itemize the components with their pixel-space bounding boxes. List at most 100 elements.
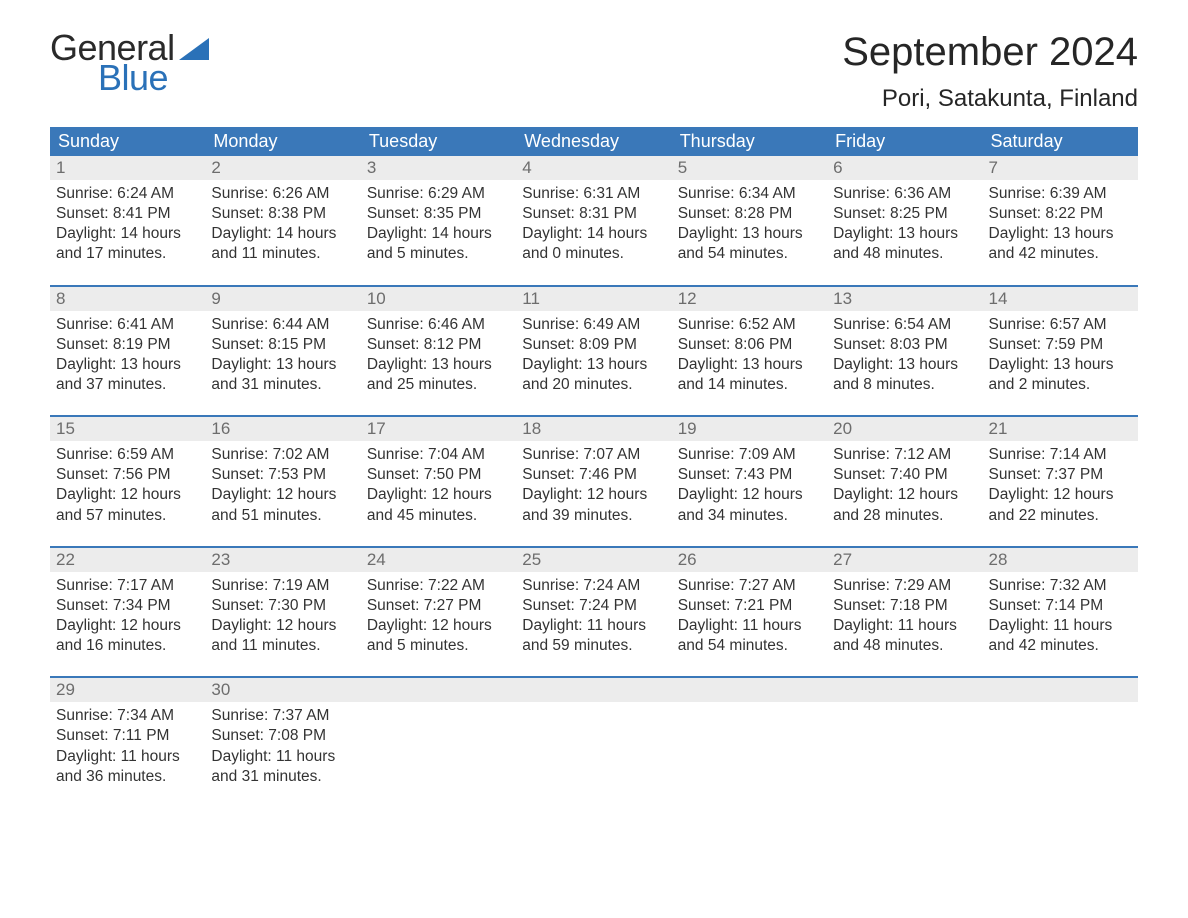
- sunset-line: Sunset: 7:50 PM: [367, 465, 510, 485]
- day-number: 5: [672, 156, 827, 180]
- daylight-line-1: Daylight: 13 hours: [211, 355, 354, 375]
- daylight-line-2: and 34 minutes.: [678, 506, 821, 526]
- sunset-line: Sunset: 7:30 PM: [211, 596, 354, 616]
- calendar-cell: 4Sunrise: 6:31 AMSunset: 8:31 PMDaylight…: [516, 156, 671, 286]
- day-content: Sunrise: 7:12 AMSunset: 7:40 PMDaylight:…: [827, 441, 982, 546]
- day-content: Sunrise: 7:34 AMSunset: 7:11 PMDaylight:…: [50, 702, 205, 807]
- day-number: 30: [205, 678, 360, 702]
- sunrise-line: Sunrise: 7:04 AM: [367, 445, 510, 465]
- sunset-line: Sunset: 8:28 PM: [678, 204, 821, 224]
- sunset-line: Sunset: 8:12 PM: [367, 335, 510, 355]
- daylight-line-2: and 51 minutes.: [211, 506, 354, 526]
- empty-day-number: [361, 678, 516, 702]
- sunrise-line: Sunrise: 6:24 AM: [56, 184, 199, 204]
- calendar-cell: 3Sunrise: 6:29 AMSunset: 8:35 PMDaylight…: [361, 156, 516, 286]
- day-number: 26: [672, 548, 827, 572]
- sunrise-line: Sunrise: 7:12 AM: [833, 445, 976, 465]
- calendar-head: SundayMondayTuesdayWednesdayThursdayFrid…: [50, 127, 1138, 156]
- sunrise-line: Sunrise: 6:49 AM: [522, 315, 665, 335]
- weekday-header: Saturday: [983, 127, 1138, 156]
- sunset-line: Sunset: 7:27 PM: [367, 596, 510, 616]
- daylight-line-1: Daylight: 13 hours: [367, 355, 510, 375]
- sunset-line: Sunset: 7:59 PM: [989, 335, 1132, 355]
- calendar-cell: 6Sunrise: 6:36 AMSunset: 8:25 PMDaylight…: [827, 156, 982, 286]
- sunset-line: Sunset: 8:38 PM: [211, 204, 354, 224]
- brand-flag-icon: [179, 38, 209, 60]
- day-content: Sunrise: 7:09 AMSunset: 7:43 PMDaylight:…: [672, 441, 827, 546]
- day-number: 7: [983, 156, 1138, 180]
- calendar-cell: 17Sunrise: 7:04 AMSunset: 7:50 PMDayligh…: [361, 416, 516, 547]
- calendar-cell: 7Sunrise: 6:39 AMSunset: 8:22 PMDaylight…: [983, 156, 1138, 286]
- sunrise-line: Sunrise: 7:32 AM: [989, 576, 1132, 596]
- brand-logo: General Blue: [50, 30, 209, 96]
- day-number: 18: [516, 417, 671, 441]
- sunrise-line: Sunrise: 6:54 AM: [833, 315, 976, 335]
- day-content: Sunrise: 6:44 AMSunset: 8:15 PMDaylight:…: [205, 311, 360, 416]
- day-content: Sunrise: 7:37 AMSunset: 7:08 PMDaylight:…: [205, 702, 360, 807]
- day-content: Sunrise: 7:17 AMSunset: 7:34 PMDaylight:…: [50, 572, 205, 677]
- sunset-line: Sunset: 7:53 PM: [211, 465, 354, 485]
- daylight-line-2: and 2 minutes.: [989, 375, 1132, 395]
- sunrise-line: Sunrise: 7:02 AM: [211, 445, 354, 465]
- daylight-line-1: Daylight: 13 hours: [989, 224, 1132, 244]
- calendar-cell: [672, 677, 827, 807]
- day-content: Sunrise: 6:31 AMSunset: 8:31 PMDaylight:…: [516, 180, 671, 285]
- day-number: 12: [672, 287, 827, 311]
- daylight-line-1: Daylight: 12 hours: [367, 616, 510, 636]
- calendar-cell: 26Sunrise: 7:27 AMSunset: 7:21 PMDayligh…: [672, 547, 827, 678]
- sunset-line: Sunset: 8:06 PM: [678, 335, 821, 355]
- sunrise-line: Sunrise: 7:24 AM: [522, 576, 665, 596]
- calendar-cell: 5Sunrise: 6:34 AMSunset: 8:28 PMDaylight…: [672, 156, 827, 286]
- sunrise-line: Sunrise: 6:57 AM: [989, 315, 1132, 335]
- day-content: Sunrise: 6:57 AMSunset: 7:59 PMDaylight:…: [983, 311, 1138, 416]
- sunset-line: Sunset: 7:46 PM: [522, 465, 665, 485]
- daylight-line-2: and 17 minutes.: [56, 244, 199, 264]
- sunset-line: Sunset: 8:22 PM: [989, 204, 1132, 224]
- calendar-cell: 10Sunrise: 6:46 AMSunset: 8:12 PMDayligh…: [361, 286, 516, 417]
- daylight-line-2: and 54 minutes.: [678, 636, 821, 656]
- day-content: Sunrise: 7:29 AMSunset: 7:18 PMDaylight:…: [827, 572, 982, 677]
- day-content: Sunrise: 6:46 AMSunset: 8:12 PMDaylight:…: [361, 311, 516, 416]
- sunrise-line: Sunrise: 6:31 AM: [522, 184, 665, 204]
- day-number: 2: [205, 156, 360, 180]
- calendar-cell: 27Sunrise: 7:29 AMSunset: 7:18 PMDayligh…: [827, 547, 982, 678]
- daylight-line-2: and 5 minutes.: [367, 244, 510, 264]
- sunset-line: Sunset: 7:21 PM: [678, 596, 821, 616]
- daylight-line-2: and 48 minutes.: [833, 244, 976, 264]
- daylight-line-1: Daylight: 12 hours: [211, 485, 354, 505]
- sunrise-line: Sunrise: 7:19 AM: [211, 576, 354, 596]
- day-number: 6: [827, 156, 982, 180]
- daylight-line-1: Daylight: 11 hours: [522, 616, 665, 636]
- sunset-line: Sunset: 7:34 PM: [56, 596, 199, 616]
- weekday-header: Sunday: [50, 127, 205, 156]
- calendar-cell: [361, 677, 516, 807]
- daylight-line-1: Daylight: 12 hours: [211, 616, 354, 636]
- daylight-line-2: and 45 minutes.: [367, 506, 510, 526]
- day-number: 24: [361, 548, 516, 572]
- daylight-line-2: and 28 minutes.: [833, 506, 976, 526]
- day-number: 29: [50, 678, 205, 702]
- calendar-cell: 22Sunrise: 7:17 AMSunset: 7:34 PMDayligh…: [50, 547, 205, 678]
- day-content: Sunrise: 6:49 AMSunset: 8:09 PMDaylight:…: [516, 311, 671, 416]
- sunset-line: Sunset: 7:14 PM: [989, 596, 1132, 616]
- day-number: 3: [361, 156, 516, 180]
- sunrise-line: Sunrise: 6:59 AM: [56, 445, 199, 465]
- sunrise-line: Sunrise: 7:09 AM: [678, 445, 821, 465]
- daylight-line-1: Daylight: 11 hours: [678, 616, 821, 636]
- daylight-line-1: Daylight: 13 hours: [833, 224, 976, 244]
- sunrise-line: Sunrise: 6:52 AM: [678, 315, 821, 335]
- calendar-week: 8Sunrise: 6:41 AMSunset: 8:19 PMDaylight…: [50, 286, 1138, 417]
- sunrise-line: Sunrise: 6:34 AM: [678, 184, 821, 204]
- daylight-line-2: and 31 minutes.: [211, 767, 354, 787]
- day-number: 22: [50, 548, 205, 572]
- sunrise-line: Sunrise: 7:07 AM: [522, 445, 665, 465]
- day-number: 4: [516, 156, 671, 180]
- sunset-line: Sunset: 7:43 PM: [678, 465, 821, 485]
- header: General Blue September 2024 Pori, Sataku…: [50, 30, 1138, 121]
- daylight-line-1: Daylight: 13 hours: [989, 355, 1132, 375]
- day-number: 14: [983, 287, 1138, 311]
- daylight-line-1: Daylight: 11 hours: [989, 616, 1132, 636]
- sunrise-line: Sunrise: 6:26 AM: [211, 184, 354, 204]
- day-number: 21: [983, 417, 1138, 441]
- calendar-cell: 14Sunrise: 6:57 AMSunset: 7:59 PMDayligh…: [983, 286, 1138, 417]
